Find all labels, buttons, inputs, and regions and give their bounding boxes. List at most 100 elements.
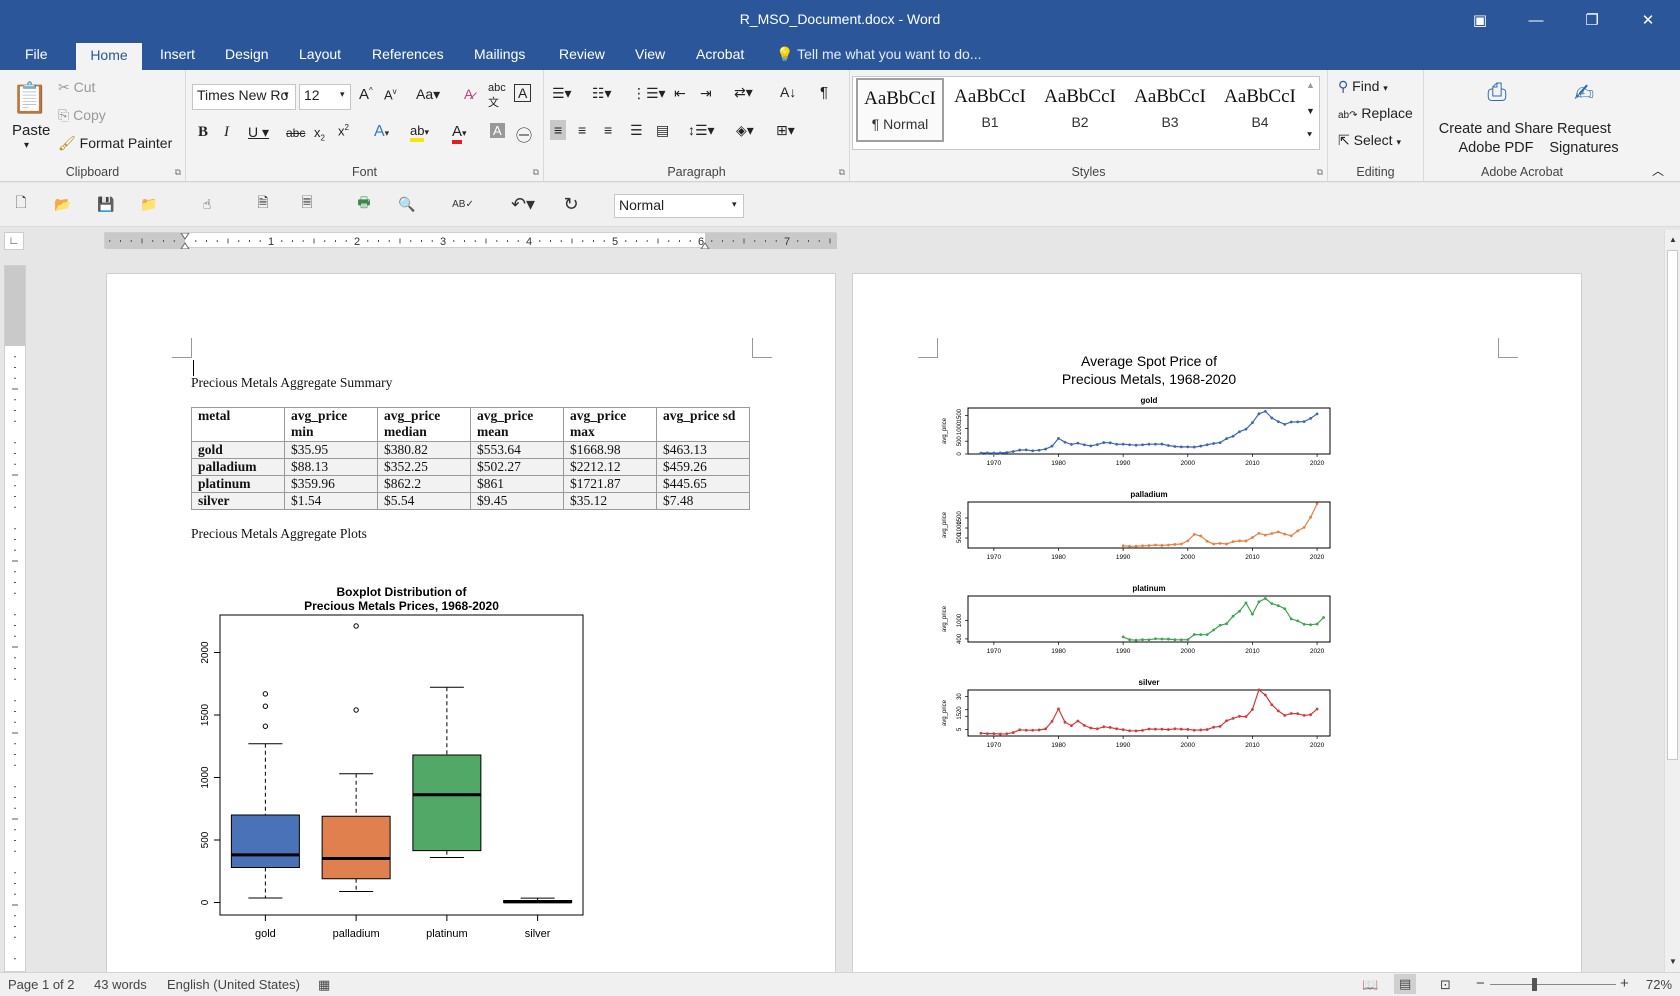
- clear-formatting-icon[interactable]: A̷: [464, 86, 474, 102]
- styles-launcher-icon[interactable]: ⧉: [1316, 167, 1323, 177]
- style-b1[interactable]: AaBbCcI B1: [954, 86, 1026, 130]
- justify-icon[interactable]: ☰: [630, 122, 643, 138]
- styles-scroll-down-icon[interactable]: ▼: [1306, 106, 1315, 116]
- show-formatting-icon[interactable]: ¶: [820, 84, 829, 101]
- page-count[interactable]: Page 1 of 2: [8, 977, 75, 992]
- paste-dropdown-icon[interactable]: ▾: [24, 140, 30, 151]
- tab-insert[interactable]: Insert: [160, 46, 196, 62]
- copy-button[interactable]: ⎘ Copy: [58, 107, 106, 123]
- tab-view[interactable]: View: [635, 46, 666, 62]
- tab-layout[interactable]: Layout: [299, 46, 342, 62]
- increase-indent-icon[interactable]: ⇥: [700, 85, 712, 101]
- font-launcher-icon[interactable]: ⧉: [532, 167, 539, 177]
- style-b4[interactable]: AaBbCcI B4: [1224, 86, 1296, 130]
- read-mode-icon[interactable]: 📖: [1362, 977, 1379, 992]
- format-painter-button[interactable]: 🖌 Format Painter: [58, 135, 173, 151]
- character-border-icon[interactable]: A: [514, 84, 532, 102]
- text-direction-icon[interactable]: ⇄▾: [734, 84, 753, 100]
- tab-acrobat[interactable]: Acrobat: [696, 46, 745, 62]
- sort-icon[interactable]: A↓: [780, 84, 797, 100]
- collapse-ribbon-icon[interactable]: ︿: [1652, 164, 1665, 178]
- new-document-icon[interactable]: 🗋: [15, 194, 27, 210]
- font-size-dropdown-icon[interactable]: ▾: [340, 89, 345, 99]
- tab-references[interactable]: References: [372, 46, 444, 62]
- paste-icon[interactable]: 📋: [11, 81, 49, 115]
- vertical-scrollbar[interactable]: ▲ ▼: [1664, 230, 1680, 972]
- word-count[interactable]: 43 words: [94, 977, 147, 992]
- macro-icon[interactable]: ▦: [318, 977, 331, 992]
- tab-review[interactable]: Review: [559, 46, 605, 62]
- page-icon[interactable]: 🗎: [257, 194, 269, 210]
- minimize-icon[interactable]: —: [1528, 11, 1544, 29]
- clipboard-launcher-icon[interactable]: ⧉: [174, 167, 181, 177]
- tab-file[interactable]: File: [25, 46, 48, 62]
- numbering-icon[interactable]: ☷▾: [592, 85, 612, 101]
- borders-icon[interactable]: ⊞▾: [776, 122, 795, 138]
- summary-table[interactable]: metal avg_price min avg_price median avg_p…: [191, 407, 750, 510]
- scroll-down-icon[interactable]: ▼: [1669, 956, 1677, 966]
- character-shading-icon[interactable]: A: [490, 123, 505, 138]
- zoom-slider-thumb[interactable]: [1532, 978, 1537, 991]
- tab-selector-icon[interactable]: ∟: [4, 232, 24, 250]
- subscript-icon[interactable]: x2: [314, 125, 325, 143]
- replace-button[interactable]: ab↷ Replace: [1338, 105, 1413, 121]
- web-layout-icon[interactable]: ⊡: [1440, 977, 1451, 992]
- style-normal[interactable]: AaBbCcI ¶ Normal: [856, 78, 944, 142]
- horizontal-ruler[interactable]: 11234567: [96, 232, 837, 250]
- style-b3[interactable]: AaBbCcI B3: [1134, 86, 1206, 130]
- styles-scroll-up-icon[interactable]: ▲: [1306, 80, 1315, 90]
- line-chart[interactable]: Average Spot Price of Precious Metals, 19…: [940, 352, 1370, 792]
- bullets-icon[interactable]: ☰▾: [552, 85, 572, 101]
- tab-design[interactable]: Design: [225, 46, 269, 62]
- document-page-2[interactable]: [852, 273, 1582, 973]
- summary-heading[interactable]: Precious Metals Aggregate Summary: [191, 375, 393, 390]
- style-b2[interactable]: AaBbCcI B2: [1044, 86, 1116, 130]
- language-indicator[interactable]: English (United States): [167, 977, 300, 992]
- document-page-1[interactable]: [106, 273, 836, 973]
- multilevel-list-icon[interactable]: ⋮☰▾: [632, 85, 666, 101]
- create-share-pdf-button[interactable]: Create and Share Adobe PDF: [1438, 121, 1554, 156]
- align-left-icon[interactable]: ≡: [550, 120, 567, 140]
- zoom-out-icon[interactable]: −: [1476, 975, 1485, 992]
- grow-font-icon[interactable]: A^: [359, 86, 373, 103]
- align-center-icon[interactable]: ≡: [578, 122, 587, 138]
- tab-home[interactable]: Home: [76, 43, 142, 70]
- open-recent-icon[interactable]: 📁: [140, 195, 158, 212]
- phonetic-guide-icon[interactable]: abc 文: [488, 82, 506, 109]
- page-blank-icon[interactable]: 🗏: [301, 194, 313, 210]
- enclose-characters-icon[interactable]: ㊀: [516, 128, 533, 145]
- italic-icon[interactable]: I: [224, 124, 229, 140]
- scroll-up-icon[interactable]: ▲: [1669, 234, 1677, 244]
- change-case-icon[interactable]: Aa▾: [416, 86, 441, 102]
- zoom-slider[interactable]: [1490, 984, 1616, 985]
- styles-more-icon[interactable]: ⯆: [1306, 130, 1314, 140]
- decrease-indent-icon[interactable]: ⇤: [674, 85, 686, 101]
- bold-icon[interactable]: B: [198, 124, 209, 140]
- underline-icon[interactable]: U ▾: [248, 124, 270, 140]
- print-preview-icon[interactable]: 🔍: [398, 195, 416, 212]
- scroll-thumb[interactable]: [1667, 250, 1678, 760]
- tell-me-box[interactable]: 💡 Tell me what you want to do...: [776, 46, 982, 63]
- distributed-icon[interactable]: ▤: [656, 122, 670, 138]
- undo-icon[interactable]: ↶▾: [510, 193, 536, 214]
- save-icon[interactable]: 💾: [97, 195, 115, 212]
- print-icon[interactable]: 🖶: [357, 194, 371, 210]
- spelling-icon[interactable]: AB✓: [452, 198, 474, 210]
- align-right-icon[interactable]: ≡: [604, 122, 613, 138]
- select-button[interactable]: ⇱ Select ▾: [1338, 132, 1401, 148]
- find-button[interactable]: ⚲ Find ▾: [1338, 78, 1388, 94]
- font-name-box[interactable]: Times New Ro: [192, 84, 296, 110]
- vertical-ruler[interactable]: [4, 265, 26, 972]
- superscript-icon[interactable]: x2: [338, 123, 349, 139]
- touch-mode-icon[interactable]: ☝: [202, 195, 212, 212]
- tab-mailings[interactable]: Mailings: [474, 46, 526, 62]
- text-effects-icon[interactable]: A▾: [374, 123, 390, 140]
- plots-heading[interactable]: Precious Metals Aggregate Plots: [191, 526, 367, 541]
- style-selector-box[interactable]: Normal: [614, 194, 744, 218]
- print-layout-icon[interactable]: ▤: [1394, 974, 1417, 994]
- request-signatures-button[interactable]: Request Signatures: [1549, 121, 1619, 156]
- style-selector-dropdown-icon[interactable]: ▾: [732, 199, 737, 209]
- font-name-dropdown-icon[interactable]: ▾: [284, 89, 289, 99]
- open-folder-icon[interactable]: 📂: [54, 195, 72, 212]
